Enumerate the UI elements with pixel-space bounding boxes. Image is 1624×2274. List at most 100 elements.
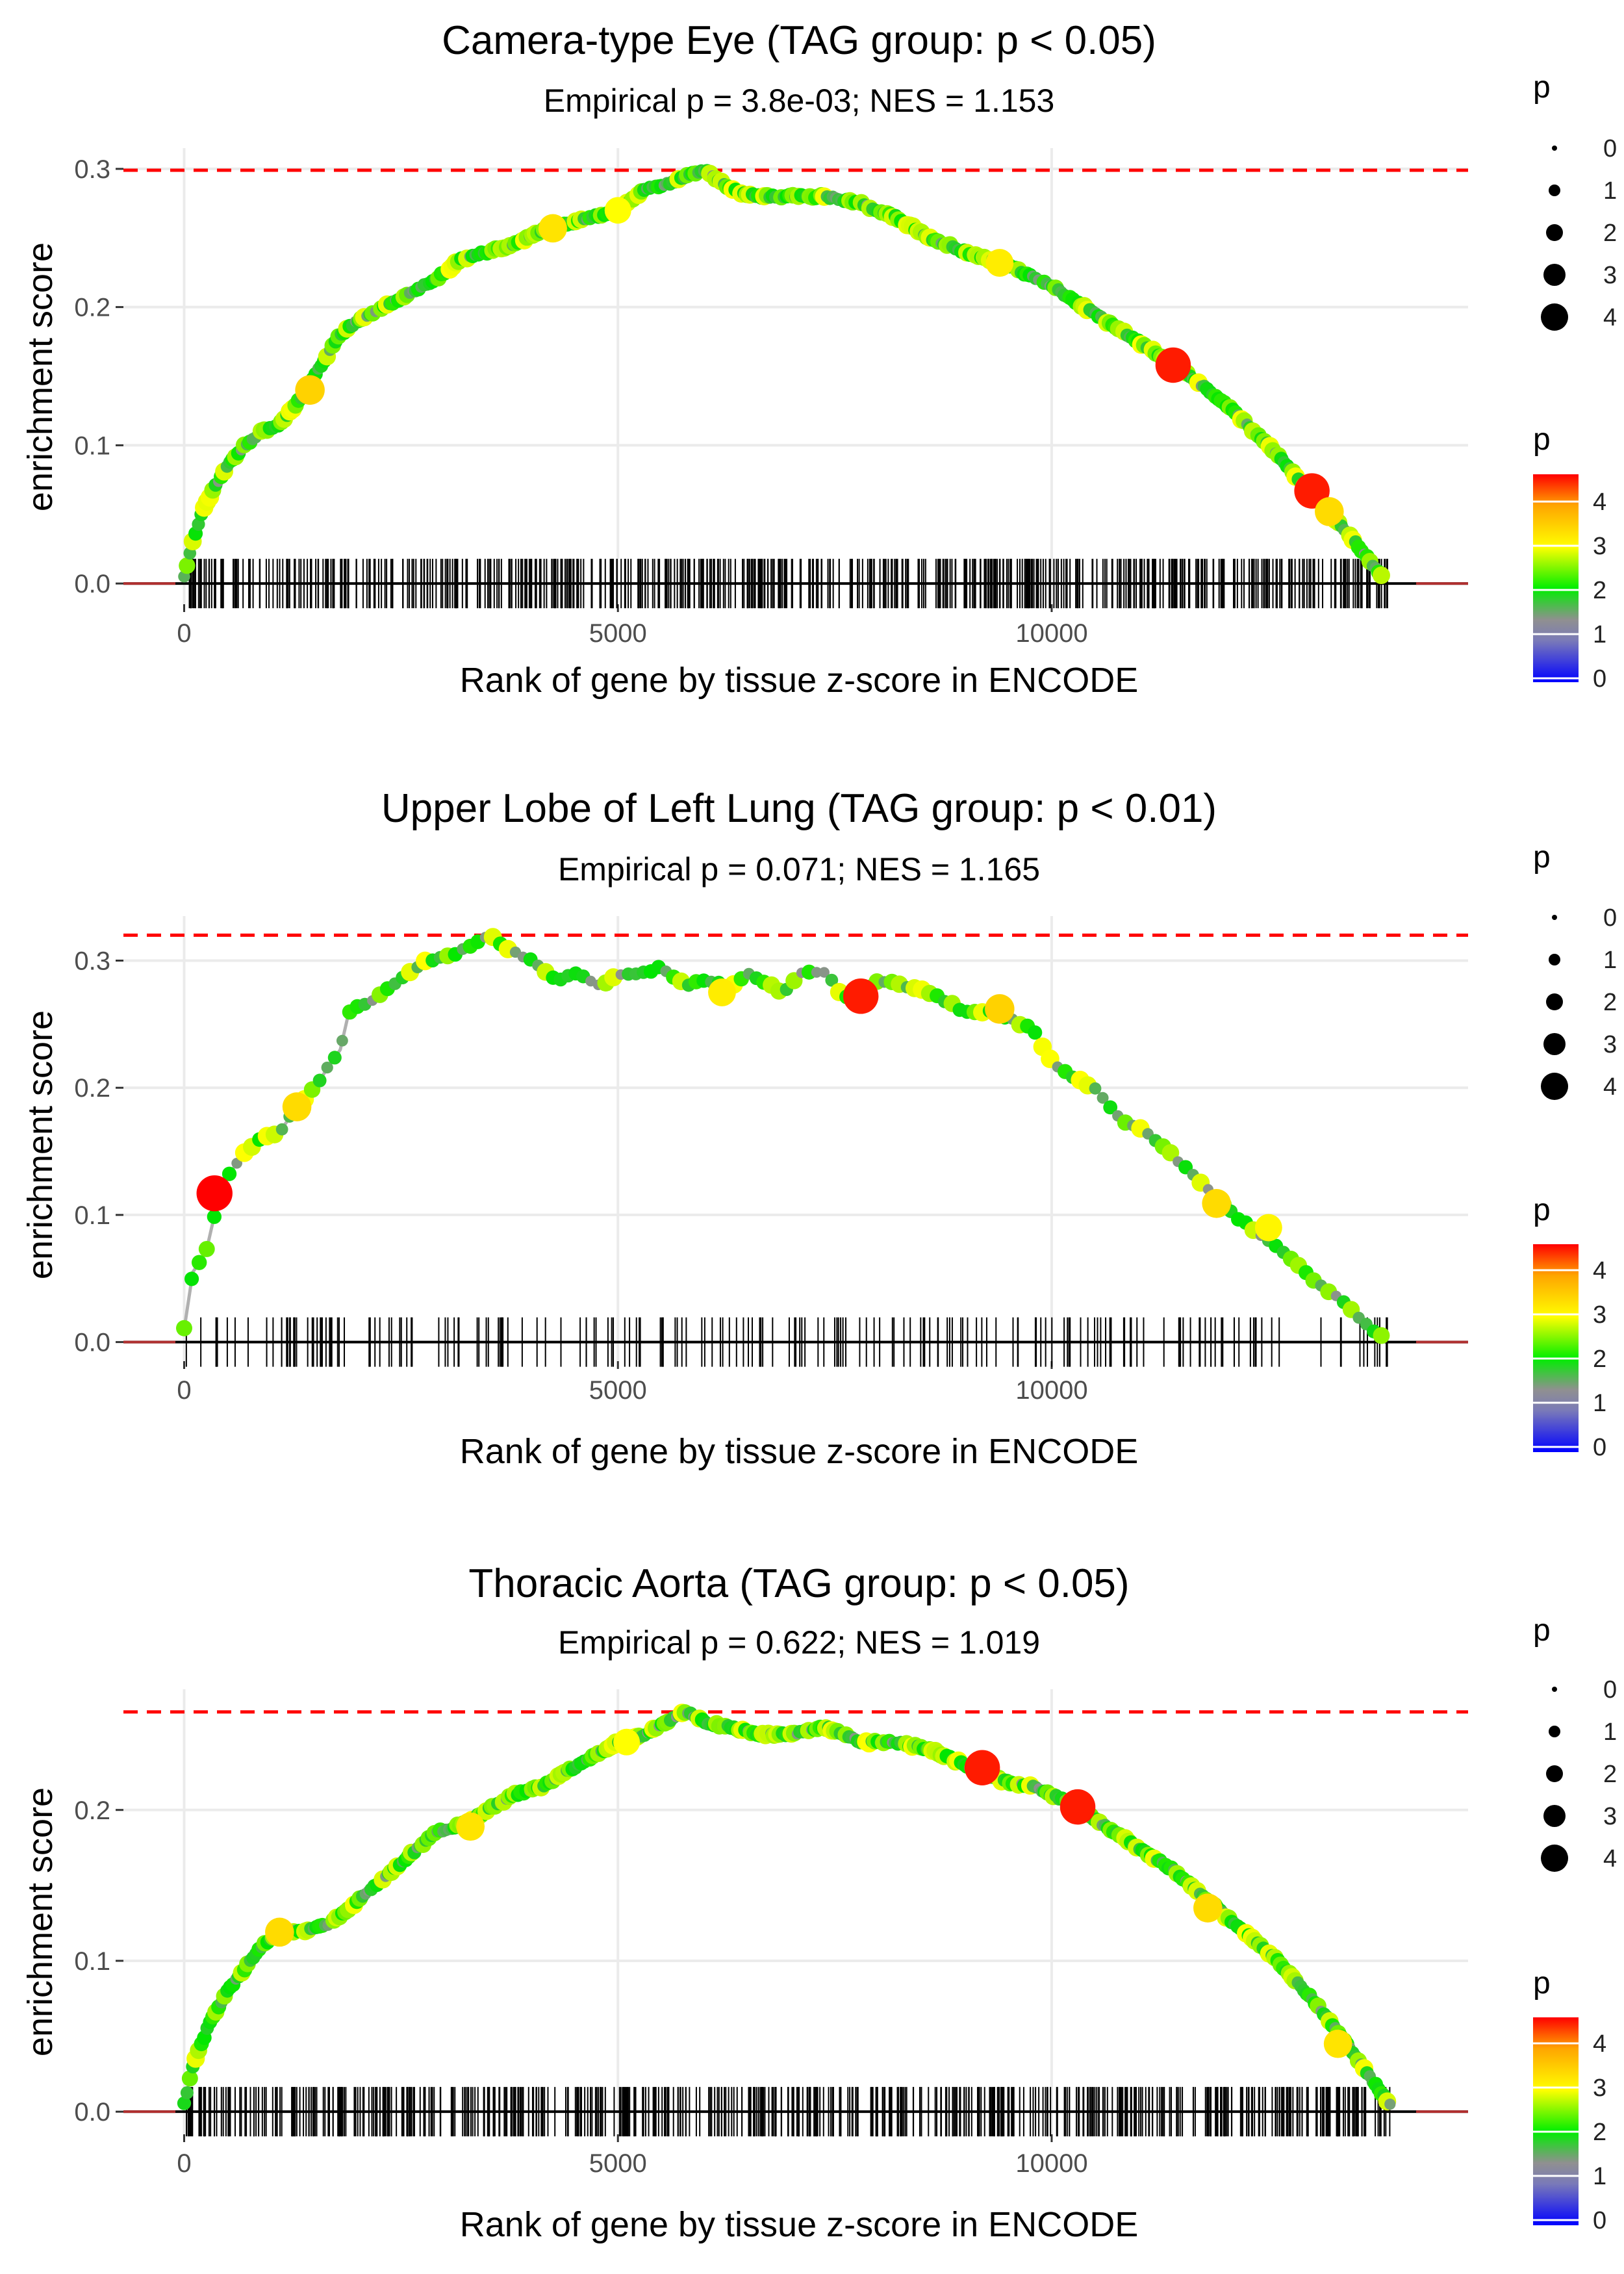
y-axis-title: enrichment score bbox=[21, 242, 60, 511]
gene-point-highlight bbox=[265, 1917, 294, 1947]
gene-point-highlight bbox=[843, 978, 879, 1014]
gene-point bbox=[179, 557, 196, 574]
color-legend-label: 3 bbox=[1593, 1301, 1606, 1329]
gene-point bbox=[1384, 2099, 1396, 2110]
color-legend-label: 0 bbox=[1593, 665, 1606, 693]
color-legend: p 4 3 2 1 0 bbox=[1533, 1966, 1606, 2234]
gene-point bbox=[1373, 1327, 1390, 1344]
gene-point bbox=[222, 1166, 237, 1181]
panel-camera-type-eye: Camera-type Eye (TAG group: p < 0.05) Em… bbox=[21, 18, 1617, 700]
size-legend-dot bbox=[1546, 993, 1563, 1010]
size-legend: p 0 1 2 3 4 bbox=[1533, 1613, 1617, 1872]
y-tick-label: 0.0 bbox=[74, 1329, 110, 1357]
gene-point bbox=[825, 973, 839, 987]
size-legend: p 0 1 2 3 4 bbox=[1533, 840, 1617, 1101]
size-legend-label: 2 bbox=[1603, 989, 1617, 1016]
gene-point-highlight bbox=[1202, 1189, 1232, 1218]
gene-point-highlight bbox=[1155, 347, 1191, 383]
size-legend-dot bbox=[1549, 1726, 1560, 1737]
size-legend-dot bbox=[1543, 264, 1566, 286]
size-legend-label: 4 bbox=[1603, 1845, 1617, 1872]
gene-point bbox=[191, 1255, 207, 1270]
size-legend-label: 0 bbox=[1603, 135, 1617, 162]
gene-point-highlight bbox=[1294, 473, 1330, 509]
color-legend: p 4 3 2 1 0 bbox=[1533, 422, 1606, 693]
x-tick-label: 5000 bbox=[589, 619, 647, 648]
panel-title: Camera-type Eye (TAG group: p < 0.05) bbox=[442, 18, 1156, 63]
color-legend-label: 4 bbox=[1593, 2030, 1606, 2058]
color-legend-label: 4 bbox=[1593, 1257, 1606, 1284]
color-legend-label: 0 bbox=[1593, 1434, 1606, 1461]
gene-point bbox=[184, 1271, 199, 1286]
color-legend-label: 1 bbox=[1593, 1390, 1606, 1417]
size-legend-dot bbox=[1552, 915, 1557, 920]
gene-point-highlight bbox=[985, 994, 1015, 1024]
x-axis-title: Rank of gene by tissue z-score in ENCODE bbox=[460, 2205, 1138, 2244]
size-legend-label: 3 bbox=[1603, 1031, 1617, 1058]
gene-point bbox=[1372, 567, 1390, 585]
color-legend-label: 1 bbox=[1593, 2163, 1606, 2190]
y-tick-label: 0.0 bbox=[74, 2098, 110, 2127]
panel-subtitle: Empirical p = 0.071; NES = 1.165 bbox=[558, 851, 1040, 888]
gene-point-highlight bbox=[1315, 497, 1344, 526]
size-legend-label: 1 bbox=[1603, 947, 1617, 974]
x-tick-label: 10000 bbox=[1015, 2149, 1087, 2178]
plot-area: 0.0 0.1 0.2 0.3 0 5000 10000 bbox=[74, 148, 1468, 648]
gene-point-highlight bbox=[964, 1750, 1000, 1785]
y-tick-label: 0.2 bbox=[74, 294, 110, 322]
size-legend-title: p bbox=[1533, 1613, 1551, 1648]
gene-points bbox=[177, 1704, 1397, 2111]
y-tick-label: 0.0 bbox=[74, 570, 110, 598]
size-legend-dot bbox=[1549, 954, 1560, 965]
gene-point-highlight bbox=[539, 214, 567, 243]
gene-point-highlight bbox=[1323, 2029, 1352, 2058]
gene-point-highlight bbox=[1254, 1214, 1282, 1242]
size-legend-label: 2 bbox=[1603, 1761, 1617, 1788]
panel-subtitle: Empirical p = 3.8e-03; NES = 1.153 bbox=[544, 83, 1055, 119]
size-legend-dot bbox=[1549, 185, 1560, 196]
gene-point-highlight bbox=[196, 1175, 233, 1212]
gene-point bbox=[207, 1209, 222, 1224]
y-tick-label: 0.3 bbox=[74, 947, 110, 976]
size-legend-title: p bbox=[1533, 840, 1551, 875]
color-legend-bar bbox=[1533, 474, 1579, 682]
color-legend-label: 2 bbox=[1593, 2119, 1606, 2146]
size-legend-dot bbox=[1541, 1073, 1568, 1100]
gene-point bbox=[336, 1034, 348, 1047]
y-tick-label: 0.3 bbox=[74, 155, 110, 184]
gene-point bbox=[181, 2070, 198, 2087]
gene-point bbox=[1089, 1082, 1102, 1095]
size-legend-dot bbox=[1552, 1687, 1557, 1692]
gene-point bbox=[811, 967, 822, 978]
y-tick-label: 0.2 bbox=[74, 1796, 110, 1825]
size-legend-dot bbox=[1541, 1845, 1568, 1872]
gene-point bbox=[180, 2086, 194, 2100]
gene-point bbox=[175, 1320, 192, 1336]
gene-point bbox=[198, 1240, 215, 1257]
x-axis-title: Rank of gene by tissue z-score in ENCODE bbox=[460, 1432, 1138, 1471]
plot-area: 0.0 0.1 0.2 0 5000 10000 bbox=[74, 1689, 1468, 2178]
gene-point bbox=[312, 1073, 327, 1088]
gene-point-highlight bbox=[282, 1092, 312, 1121]
running-es-line bbox=[183, 168, 1383, 578]
color-legend-label: 0 bbox=[1593, 2207, 1606, 2234]
x-tick-label: 5000 bbox=[589, 2149, 647, 2178]
size-legend-title: p bbox=[1533, 70, 1551, 105]
size-legend-label: 0 bbox=[1603, 904, 1617, 932]
size-legend: p 0 1 2 3 4 bbox=[1533, 70, 1617, 331]
size-legend-dot bbox=[1546, 1765, 1563, 1782]
y-tick-label: 0.1 bbox=[74, 1201, 110, 1230]
color-legend-label: 4 bbox=[1593, 489, 1606, 516]
y-tick-label: 0.1 bbox=[74, 431, 110, 460]
gene-point bbox=[321, 1061, 333, 1074]
gene-point bbox=[1097, 1092, 1109, 1104]
size-legend-label: 2 bbox=[1603, 220, 1617, 247]
y-tick-label: 0.2 bbox=[74, 1074, 110, 1103]
panel-thoracic-aorta: Thoracic Aorta (TAG group: p < 0.05) Emp… bbox=[21, 1561, 1617, 2244]
size-legend-label: 1 bbox=[1603, 1718, 1617, 1746]
size-legend-label: 4 bbox=[1603, 1073, 1617, 1101]
gene-point-highlight bbox=[1059, 1789, 1096, 1825]
size-legend-dot bbox=[1543, 1805, 1566, 1827]
size-legend-dot bbox=[1546, 224, 1563, 241]
size-legend-dot bbox=[1543, 1033, 1566, 1055]
